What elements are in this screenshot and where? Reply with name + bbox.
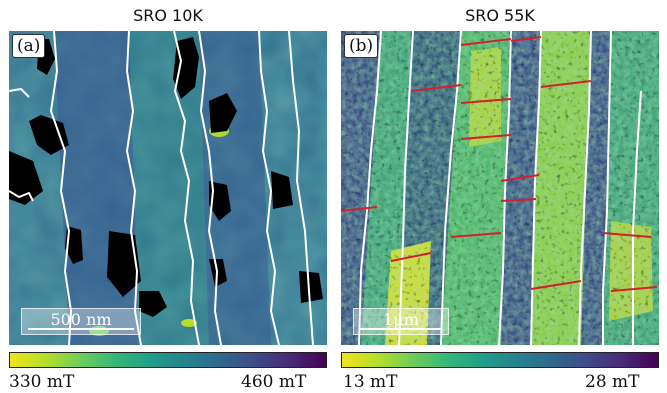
bright-patch bbox=[181, 319, 197, 327]
panel-a-scalebar-line bbox=[28, 328, 134, 330]
panel-b-scalebar-line bbox=[360, 328, 442, 330]
dark-region bbox=[299, 271, 323, 303]
panel-a-image: (a) 500 nm bbox=[9, 31, 327, 345]
panel-a-colorbar-min: 330 mT bbox=[9, 372, 75, 392]
panel-b-map bbox=[341, 31, 659, 345]
dark-region bbox=[139, 291, 167, 317]
panel-a-label: (a) bbox=[12, 34, 46, 58]
panel-a-scalebar: 500 nm bbox=[21, 308, 141, 335]
panel-b-colorbar-max: 28 mT bbox=[585, 372, 640, 392]
dark-region bbox=[29, 115, 69, 155]
domain-boundaries bbox=[9, 31, 314, 345]
panel-a-colorbar bbox=[9, 352, 327, 368]
dark-region bbox=[209, 181, 231, 221]
dark-region bbox=[209, 259, 227, 287]
panel-b-colorbar-min: 13 mT bbox=[343, 372, 398, 392]
stripe-domain bbox=[54, 31, 139, 345]
stripe-domain bbox=[129, 31, 209, 345]
dark-region bbox=[209, 93, 237, 133]
panel-b-title: SRO 55K bbox=[465, 6, 535, 25]
wall-marks bbox=[341, 36, 658, 292]
dark-region bbox=[9, 151, 43, 205]
panel-b-label: (b) bbox=[344, 34, 379, 58]
panel-a-map bbox=[9, 31, 327, 345]
panel-b-colorbar bbox=[341, 352, 659, 368]
panel-a-scalebar-text: 500 nm bbox=[50, 310, 112, 329]
panel-a-title: SRO 10K bbox=[133, 6, 203, 25]
panel-b-image: (b) 1μm bbox=[341, 31, 659, 345]
panel-b-dark-speckle bbox=[341, 31, 659, 345]
panel-b-scalebar: 1μm bbox=[353, 308, 449, 335]
dark-region bbox=[271, 171, 293, 209]
panel-b-scalebar-text: 1μm bbox=[383, 310, 419, 329]
panel-a-colorbar-max: 460 mT bbox=[241, 372, 307, 392]
